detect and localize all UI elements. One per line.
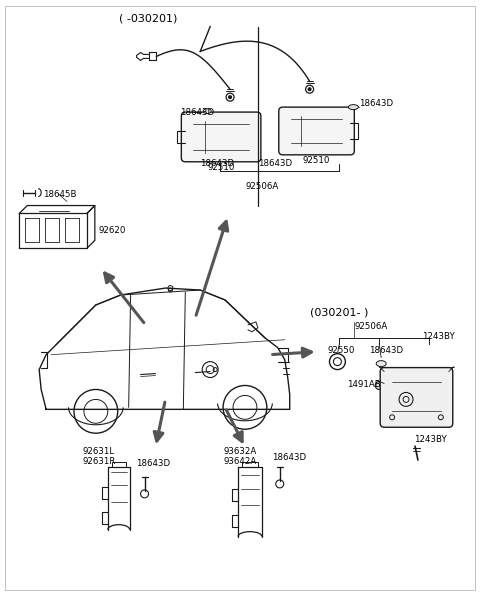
FancyBboxPatch shape	[279, 107, 354, 155]
Circle shape	[375, 381, 383, 389]
Text: 92550: 92550	[327, 346, 355, 355]
Circle shape	[228, 96, 231, 99]
Text: ( -030201): ( -030201)	[119, 14, 177, 24]
Ellipse shape	[203, 108, 211, 114]
Text: 18643D: 18643D	[136, 459, 170, 468]
Text: 18643D: 18643D	[360, 99, 394, 108]
Circle shape	[308, 88, 311, 91]
Ellipse shape	[348, 105, 358, 110]
Text: 18643D: 18643D	[369, 346, 403, 355]
FancyBboxPatch shape	[380, 368, 453, 427]
Text: 18645B: 18645B	[43, 190, 77, 198]
Text: 18643D: 18643D	[200, 159, 234, 168]
Text: 92510: 92510	[303, 156, 330, 165]
Text: (030201- ): (030201- )	[310, 308, 368, 318]
FancyBboxPatch shape	[181, 112, 261, 162]
Text: 93632A: 93632A	[223, 447, 256, 456]
Text: 92510: 92510	[207, 163, 235, 172]
Text: 1243BY: 1243BY	[414, 435, 447, 444]
Text: 18643D: 18643D	[180, 108, 215, 117]
Text: 92620: 92620	[99, 226, 126, 235]
Text: 18643D: 18643D	[258, 159, 292, 168]
Ellipse shape	[376, 361, 386, 367]
Text: 1491AB: 1491AB	[348, 380, 381, 389]
Text: 93642A: 93642A	[223, 457, 256, 466]
Text: 92631R: 92631R	[83, 457, 116, 466]
Text: 92506A: 92506A	[246, 182, 279, 191]
Text: 1243BY: 1243BY	[422, 332, 455, 341]
Text: 92631L: 92631L	[83, 447, 115, 456]
Text: 18643D: 18643D	[272, 453, 306, 462]
Text: 92506A: 92506A	[354, 322, 387, 331]
